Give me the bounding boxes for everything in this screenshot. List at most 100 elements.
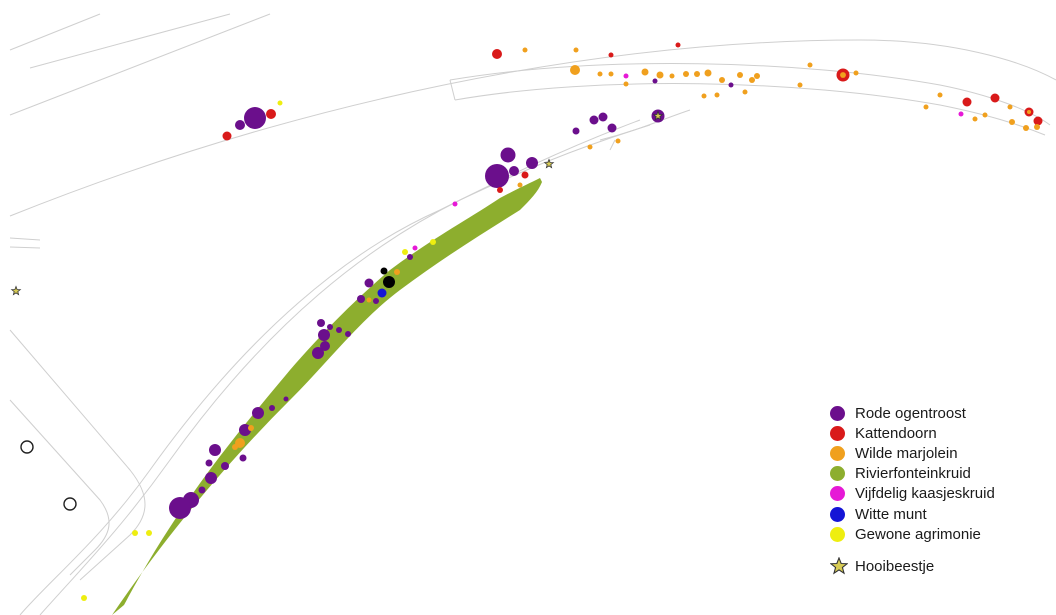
legend: Rode ogentroost Kattendoorn Wilde marjolei… xyxy=(830,403,995,577)
legend-label: Wilde marjolein xyxy=(855,444,958,462)
marker-marjolein xyxy=(714,92,720,98)
marker-rode xyxy=(198,486,206,494)
marker-katten xyxy=(675,42,681,48)
marker-kaas xyxy=(452,201,458,207)
marker-rode xyxy=(526,157,538,169)
marker-marjolein xyxy=(742,89,748,95)
marker-marjolein xyxy=(807,62,813,68)
marker-rode xyxy=(252,407,264,419)
legend-item-marjolein: Wilde marjolein xyxy=(830,443,995,463)
marker-agri xyxy=(277,100,283,106)
marker-rode xyxy=(373,298,379,304)
marker-katten xyxy=(1033,116,1043,126)
marker-rode xyxy=(205,472,217,484)
legend-swatch xyxy=(830,405,845,421)
marker-katten xyxy=(497,187,503,193)
marker-rode xyxy=(320,341,330,351)
road-line xyxy=(9,246,41,249)
hooibeestje-star xyxy=(543,158,555,169)
marker-marjolein xyxy=(704,69,712,77)
marker-marjolein xyxy=(608,71,614,77)
marker-marjolein xyxy=(517,182,523,188)
marker-katten xyxy=(990,93,1000,103)
marker-rode xyxy=(283,396,289,402)
marker-marjolein xyxy=(694,71,700,77)
marker-rode xyxy=(728,82,734,88)
marker-rode xyxy=(652,78,658,84)
legend-item-hooibeestje: Hooibeestje xyxy=(830,556,995,576)
road-line xyxy=(9,13,101,51)
marker-marjolein xyxy=(840,72,846,78)
marker-marjolein xyxy=(623,81,629,87)
marker-rode xyxy=(364,278,374,288)
rivierfonteinkruid-strip xyxy=(112,178,542,615)
legend-label: Hooibeestje xyxy=(855,557,935,575)
marker-katten xyxy=(608,52,614,58)
legend-swatch xyxy=(830,506,845,522)
marker-rode xyxy=(312,347,324,359)
marker-agri xyxy=(402,249,408,255)
marker-rode xyxy=(598,112,608,122)
marker-rode xyxy=(485,164,509,188)
legend-item-agri: Gewone agrimonie xyxy=(830,524,995,544)
marker-marjolein xyxy=(683,71,689,77)
marker-agri xyxy=(430,239,436,245)
road-line xyxy=(19,119,641,615)
marker-marjolein xyxy=(1009,119,1015,125)
marker-marjolein xyxy=(615,138,621,144)
legend-label: Kattendoorn xyxy=(855,424,937,442)
legend-label: Gewone agrimonie xyxy=(855,525,981,543)
road-line xyxy=(9,399,110,576)
legend-item-rivier: Rivierfonteinkruid xyxy=(830,464,995,484)
marker-rode xyxy=(209,444,221,456)
marker-marjolein xyxy=(570,65,580,75)
legend-label: Rivierfonteinkruid xyxy=(855,465,971,483)
open-circle-marker xyxy=(63,497,77,511)
legend-swatch xyxy=(830,486,845,502)
marker-marjolein xyxy=(641,68,649,76)
marker-rode xyxy=(336,327,342,333)
marker-marjolein xyxy=(797,82,803,88)
marker-rode xyxy=(244,107,266,129)
black-marker xyxy=(380,267,388,275)
marker-marjolein xyxy=(737,72,743,78)
legend-item-rode: Rode ogentroost xyxy=(830,403,995,423)
marker-munt xyxy=(377,288,387,298)
legend-item-munt: Witte munt xyxy=(830,504,995,524)
marker-rode xyxy=(589,115,599,125)
marker-rode xyxy=(235,120,245,130)
marker-marjolein xyxy=(937,92,943,98)
marker-rode xyxy=(357,295,365,303)
marker-marjolein xyxy=(1026,109,1032,115)
marker-marjolein xyxy=(972,116,978,122)
road-line xyxy=(599,109,691,141)
marker-agri xyxy=(146,530,152,536)
star-icon xyxy=(830,557,848,575)
marker-rode xyxy=(169,497,191,519)
marker-marjolein xyxy=(394,269,400,275)
road-line xyxy=(9,39,1056,217)
legend-item-katten: Kattendoorn xyxy=(830,423,995,443)
marker-katten xyxy=(492,49,502,59)
marker-rode xyxy=(317,319,325,327)
marker-rode xyxy=(327,324,333,330)
marker-marjolein xyxy=(982,112,988,118)
marker-marjolein xyxy=(1034,124,1040,130)
road-line xyxy=(9,13,271,116)
marker-marjolein xyxy=(754,73,760,79)
marker-marjolein xyxy=(597,71,603,77)
legend-swatch xyxy=(830,466,845,482)
marker-rode xyxy=(239,454,247,462)
marker-rode xyxy=(269,405,275,411)
road-line xyxy=(454,83,1046,136)
marker-kaas xyxy=(958,111,964,117)
marker-marjolein xyxy=(656,71,664,79)
marker-marjolein xyxy=(719,77,725,83)
road-line xyxy=(449,79,456,101)
marker-marjolein xyxy=(366,297,372,303)
marker-rode xyxy=(221,462,229,470)
marker-marjolein xyxy=(232,444,238,450)
open-circle-marker xyxy=(20,440,34,454)
marker-rode xyxy=(572,127,580,135)
